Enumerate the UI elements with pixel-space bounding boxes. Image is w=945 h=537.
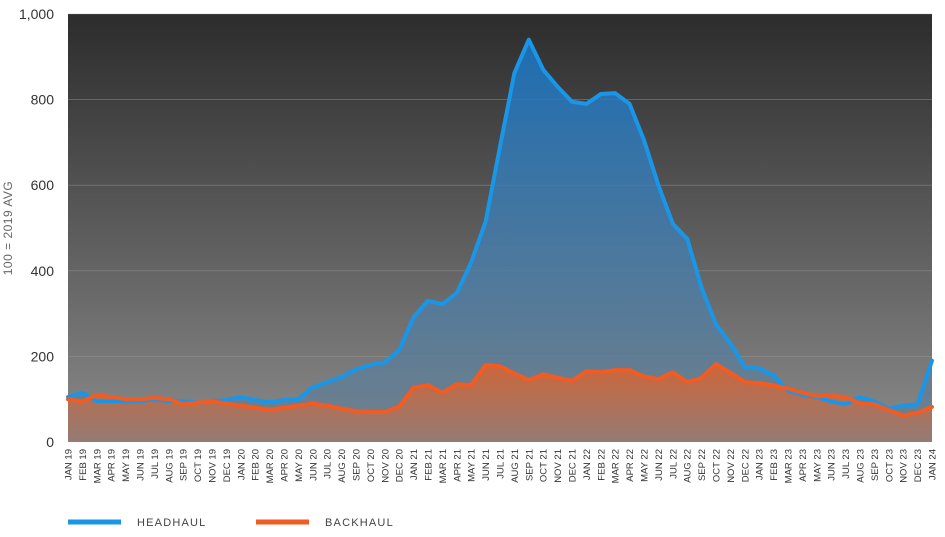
line-backhaul (66, 362, 934, 418)
y-tick-label: 200 (31, 348, 55, 364)
y-axis-ticks: 0 200 400 600 800 1,000 (19, 6, 54, 450)
x-tick-label: JUN 23 (827, 449, 838, 481)
x-tick-label: JUN 21 (481, 449, 492, 481)
x-tick-label: DEC 20 (395, 449, 406, 482)
x-tick-label: JUN 20 (308, 449, 319, 481)
x-tick-label: FEB 19 (78, 449, 89, 481)
series-areas (68, 39, 932, 443)
x-tick-label: JUL 21 (496, 449, 507, 479)
x-tick-label: JUL 19 (150, 449, 161, 479)
x-tick-label: MAY 21 (467, 449, 478, 482)
area-backhaul (68, 364, 932, 442)
x-tick-label: JAN 24 (928, 449, 939, 480)
x-tick-label: AUG 22 (683, 449, 694, 483)
x-tick-label: JUL 23 (841, 449, 852, 479)
y-tick-label: 400 (31, 263, 55, 279)
x-tick-label: JAN 20 (236, 449, 247, 480)
x-tick-label: OCT 19 (193, 449, 204, 482)
y-tick-label: 800 (31, 92, 55, 108)
y-axis-label: 100 = 2019 AVG (1, 181, 15, 276)
x-tick-label: JUN 22 (654, 449, 665, 481)
x-tick-label: MAR 20 (265, 449, 276, 483)
x-tick-label: MAR 21 (438, 449, 449, 483)
x-tick-label: DEC 23 (913, 449, 924, 482)
area-headhaul (68, 39, 932, 443)
x-tick-label: APR 19 (107, 449, 118, 482)
series-lines (66, 37, 934, 418)
x-tick-label: OCT 23 (884, 449, 895, 482)
y-tick-label: 600 (31, 177, 55, 193)
x-tick-label: SEP 21 (524, 449, 535, 481)
x-tick-label: AUG 19 (164, 449, 175, 483)
x-tick-label: AUG 23 (856, 449, 867, 483)
x-tick-label: NOV 19 (208, 449, 219, 483)
x-tick-label: OCT 20 (366, 449, 377, 482)
x-tick-label: DEC 19 (222, 449, 233, 482)
x-axis-ticks: JAN 19 FEB 19 MAR 19 APR 19 MAY 19 JUN 19 JUL … (64, 449, 939, 483)
x-tick-label: DEC 22 (740, 449, 751, 482)
x-tick-label: FEB 20 (251, 449, 262, 481)
x-tick-label: JAN 19 (64, 449, 75, 480)
x-tick-label: JAN 22 (582, 449, 593, 480)
x-tick-label: MAR 22 (611, 449, 622, 483)
x-tick-label: MAY 22 (640, 449, 651, 482)
x-tick-label: MAR 19 (92, 449, 103, 483)
x-tick-label: APR 21 (452, 449, 463, 482)
x-tick-label: SEP 23 (870, 449, 881, 481)
x-tick-label: SEP 20 (352, 449, 363, 481)
x-tick-label: APR 23 (798, 449, 809, 482)
x-tick-label: NOV 21 (553, 449, 564, 483)
x-tick-label: AUG 21 (510, 449, 521, 483)
legend-label-backhaul: BACKHAUL (325, 517, 394, 529)
legend: HEADHAUL BACKHAUL (68, 517, 394, 529)
x-tick-label: MAY 23 (812, 449, 823, 482)
x-tick-label: NOV 23 (899, 449, 910, 483)
y-tick-label: 0 (46, 434, 54, 450)
x-tick-label: MAR 23 (784, 449, 795, 483)
x-tick-label: FEB 23 (769, 449, 780, 481)
x-tick-label: APR 20 (280, 449, 291, 482)
x-tick-label: JUL 22 (668, 449, 679, 479)
x-tick-label: MAY 19 (121, 449, 132, 482)
legend-label-headhaul: HEADHAUL (137, 517, 207, 529)
x-tick-label: FEB 22 (596, 449, 607, 481)
x-tick-label: MAY 20 (294, 449, 305, 482)
x-tick-label: OCT 22 (712, 449, 723, 482)
x-tick-label: APR 22 (625, 449, 636, 482)
x-tick-label: NOV 20 (380, 449, 391, 483)
x-tick-label: SEP 19 (179, 449, 190, 481)
x-tick-label: JUL 20 (323, 449, 334, 479)
x-tick-label: FEB 21 (424, 449, 435, 481)
x-tick-label: DEC 21 (568, 449, 579, 482)
x-tick-label: OCT 21 (539, 449, 550, 482)
y-tick-label: 1,000 (19, 6, 54, 22)
x-tick-label: JAN 23 (755, 449, 766, 480)
x-tick-label: JUN 19 (136, 449, 147, 481)
x-tick-label: NOV 22 (726, 449, 737, 483)
x-tick-label: SEP 22 (697, 449, 708, 481)
x-tick-label: AUG 20 (337, 449, 348, 483)
x-tick-label: JAN 21 (409, 449, 420, 480)
